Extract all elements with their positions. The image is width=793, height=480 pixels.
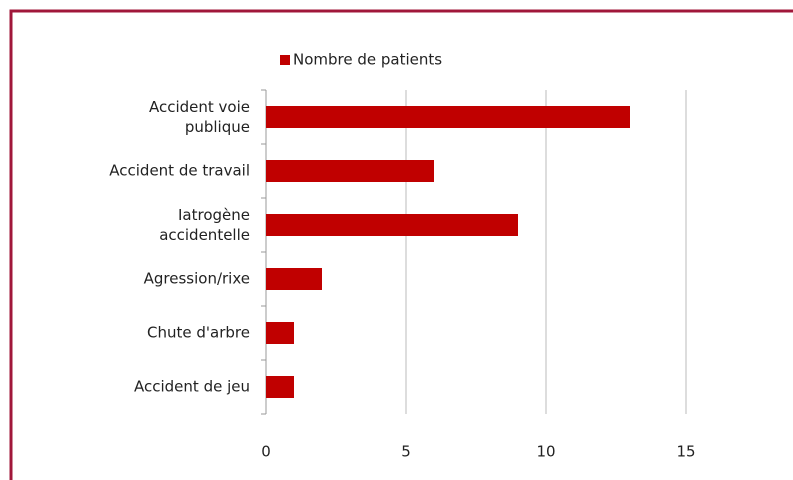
x-tick-label: 5	[401, 443, 411, 461]
x-tick-label: 15	[676, 443, 695, 461]
bar	[266, 376, 294, 398]
y-tick-label: Chute d'arbre	[147, 324, 250, 342]
legend-label: Nombre de patients	[293, 51, 442, 69]
y-tick-label: Accident de jeu	[134, 378, 250, 396]
y-tick-label: Iatrogène accidentelle	[159, 206, 250, 244]
bar	[266, 106, 630, 128]
x-tick-label: 10	[536, 443, 555, 461]
bar	[266, 160, 434, 182]
y-tick-label: Agression/rixe	[144, 270, 250, 288]
bar	[266, 268, 322, 290]
y-tick-label: Accident de travail	[109, 162, 250, 180]
x-tick-label: 0	[261, 443, 271, 461]
bar	[266, 322, 294, 344]
y-tick-label: Accident voie publique	[149, 98, 250, 136]
bar	[266, 214, 518, 236]
frame	[9, 9, 793, 480]
legend-swatch	[280, 55, 290, 65]
